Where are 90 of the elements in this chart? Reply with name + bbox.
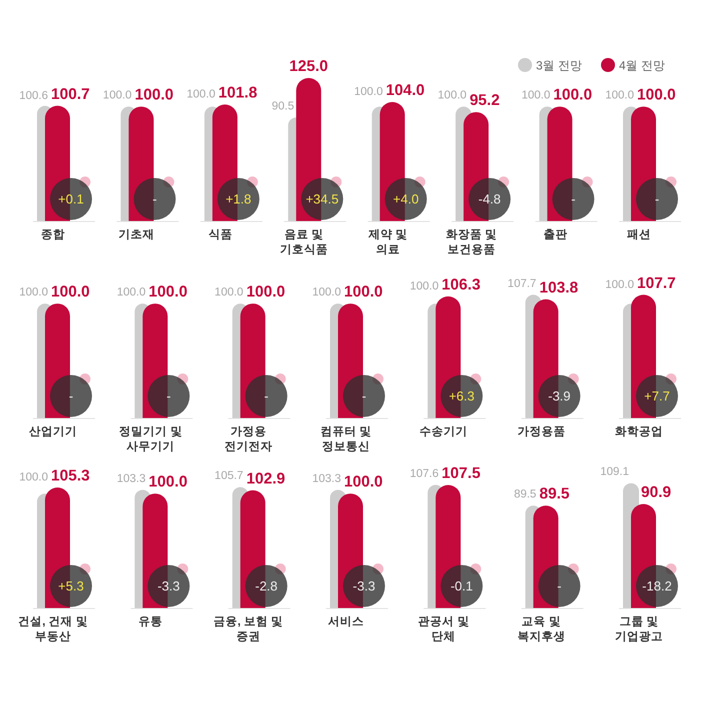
x-tick-label: 교육 및 복지후생: [517, 615, 566, 643]
annotation: -0.1: [450, 578, 473, 594]
x-tick-label: 그룹 및 기업광고: [615, 615, 663, 643]
data-label: 103.3: [116, 472, 146, 485]
data-label: 100.0: [605, 90, 634, 102]
x-tick-label: 서비스: [328, 615, 364, 628]
data-label: 95.2: [470, 92, 500, 110]
x-tick-label: 음료 및 기호식품: [280, 228, 328, 256]
annotation: +7.7: [644, 388, 670, 404]
data-label: 90.9: [641, 484, 672, 502]
legend-label: 3월 전망: [536, 58, 582, 72]
data-label: 101.8: [218, 84, 258, 102]
annotation: -2.8: [255, 578, 278, 594]
x-tick-label: 가정용품: [517, 425, 566, 438]
data-label: 100.0: [134, 86, 174, 104]
x-tick-label: 컴퓨터 및 정보통신: [320, 425, 372, 453]
data-label: 100.0: [312, 286, 341, 299]
data-label: 100.0: [553, 86, 592, 104]
annotation: +5.3: [58, 578, 84, 594]
annotation: -18.2: [642, 578, 672, 594]
data-label: 100.0: [637, 86, 676, 104]
annotation: -3.9: [548, 388, 571, 404]
data-label: 100.0: [344, 284, 383, 301]
data-label: 89.5: [539, 486, 570, 503]
annotation: -: [362, 388, 366, 404]
annotation: -3.3: [157, 578, 180, 594]
annotation: -: [264, 388, 269, 404]
annotation: -: [571, 192, 576, 206]
x-tick-label: 화장품 및 보건용품: [446, 228, 498, 256]
x-tick-label: 기초재: [118, 228, 155, 241]
data-label: 100.0: [410, 280, 439, 292]
annotation: +4.0: [393, 192, 419, 206]
data-label: 100.0: [354, 86, 383, 98]
data-label: 109.1: [600, 466, 629, 478]
data-label: 103.3: [312, 472, 341, 485]
annotation: -4.8: [478, 192, 501, 206]
data-label: 107.5: [442, 465, 481, 482]
data-label: 90.5: [272, 100, 294, 112]
data-label: 125.0: [289, 58, 328, 75]
x-tick-label: 가정용 전기전자: [224, 425, 272, 453]
data-label: 100.6: [19, 90, 48, 102]
x-tick-label: 패션: [627, 228, 651, 241]
data-label: 100.0: [214, 286, 244, 299]
data-label: 100.0: [522, 90, 550, 102]
annotation: +6.3: [448, 388, 475, 404]
annotation: +0.1: [58, 192, 84, 206]
data-label: 100.0: [605, 278, 634, 291]
data-label: 100.0: [246, 284, 286, 301]
annotation: -: [152, 192, 157, 206]
data-label: 100.0: [116, 286, 146, 299]
annotation: -: [68, 388, 74, 404]
x-tick-label: 제약 및 의료: [367, 228, 408, 256]
data-label: 100.0: [148, 474, 188, 491]
data-label: 107.7: [637, 274, 676, 292]
annotation: -: [557, 578, 562, 594]
annotation: -3.3: [352, 578, 376, 594]
data-label: 100.0: [438, 90, 467, 102]
legend-label: 4월 전망: [619, 58, 666, 72]
data-label: 100.0: [51, 284, 90, 301]
data-label: 100.7: [51, 86, 90, 103]
data-label: 106.3: [442, 276, 481, 294]
data-label: 104.0: [386, 82, 425, 100]
data-label: 105.3: [51, 468, 90, 485]
data-label: 89.5: [514, 488, 536, 501]
x-tick-label: 금융, 보험 및 증권: [214, 615, 284, 643]
data-label: 100.0: [344, 474, 383, 491]
data-label: 102.9: [246, 470, 286, 488]
data-label: 100.0: [19, 472, 48, 484]
data-label: 100.0: [102, 90, 132, 102]
data-label: 107.7: [508, 278, 536, 290]
data-label: 103.8: [539, 279, 578, 296]
x-tick-label: 건설, 건재 및 부동산: [18, 615, 88, 643]
x-tick-label: 종합: [41, 228, 65, 241]
x-tick-label: 산업기기: [29, 425, 77, 438]
annotation: +34.5: [306, 192, 339, 206]
data-label: 100.0: [19, 286, 48, 299]
x-tick-label: 출판: [543, 228, 568, 241]
data-label: 100.0: [148, 284, 188, 301]
data-label: 105.7: [214, 470, 244, 482]
data-label: 100.0: [186, 88, 216, 101]
x-tick-label: 수송기기: [420, 425, 468, 438]
x-tick-label: 유통: [138, 616, 163, 628]
x-tick-label: 식품: [208, 228, 232, 241]
x-tick-label: 화학공업: [615, 425, 663, 438]
x-tick-label: 관공서 및 단체: [418, 615, 470, 643]
x-tick-label: 정밀기기 및 사무기기: [119, 425, 182, 453]
data-label: 107.6: [410, 468, 439, 480]
annotation: -: [654, 192, 660, 206]
annotation: +1.8: [226, 192, 252, 206]
annotation: -: [166, 388, 171, 404]
